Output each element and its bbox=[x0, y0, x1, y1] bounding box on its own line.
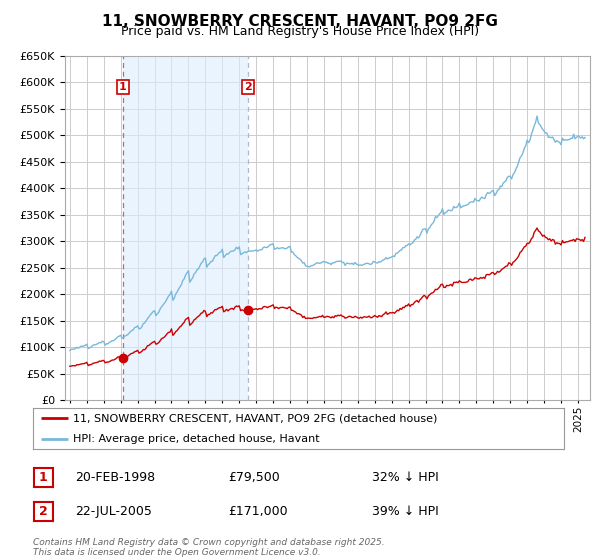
Text: 1: 1 bbox=[119, 82, 127, 92]
Text: 32% ↓ HPI: 32% ↓ HPI bbox=[372, 470, 439, 484]
Text: 22-JUL-2005: 22-JUL-2005 bbox=[75, 505, 152, 518]
Text: £171,000: £171,000 bbox=[228, 505, 287, 518]
Bar bbox=[123, 56, 248, 400]
Text: 1: 1 bbox=[39, 470, 47, 484]
Text: 2: 2 bbox=[245, 82, 252, 92]
Text: Price paid vs. HM Land Registry's House Price Index (HPI): Price paid vs. HM Land Registry's House … bbox=[121, 25, 479, 38]
Text: 39% ↓ HPI: 39% ↓ HPI bbox=[372, 505, 439, 518]
Text: Contains HM Land Registry data © Crown copyright and database right 2025.
This d: Contains HM Land Registry data © Crown c… bbox=[33, 538, 385, 557]
Text: 20-FEB-1998: 20-FEB-1998 bbox=[75, 470, 155, 484]
Text: 11, SNOWBERRY CRESCENT, HAVANT, PO9 2FG: 11, SNOWBERRY CRESCENT, HAVANT, PO9 2FG bbox=[102, 14, 498, 29]
Text: 2: 2 bbox=[39, 505, 47, 518]
Text: HPI: Average price, detached house, Havant: HPI: Average price, detached house, Hava… bbox=[73, 434, 319, 444]
Text: £79,500: £79,500 bbox=[228, 470, 280, 484]
Text: 11, SNOWBERRY CRESCENT, HAVANT, PO9 2FG (detached house): 11, SNOWBERRY CRESCENT, HAVANT, PO9 2FG … bbox=[73, 413, 437, 423]
